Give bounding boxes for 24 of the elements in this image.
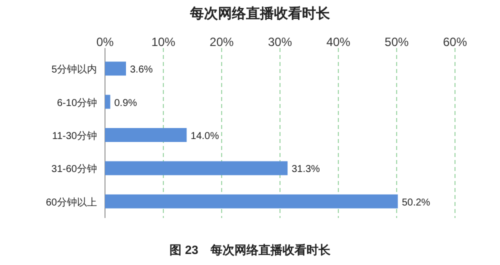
x-tick-label: 50%	[384, 35, 409, 49]
bar	[105, 94, 110, 109]
data-label: 50.2%	[402, 197, 430, 208]
x-tick-label: 10%	[151, 35, 176, 49]
x-tick-label: 0%	[96, 35, 114, 49]
bar	[105, 128, 187, 142]
chart-title: 每次网络直播收看时长	[189, 5, 331, 21]
data-label: 3.6%	[130, 64, 153, 76]
y-tick-label: 11-30分钟	[52, 130, 97, 142]
x-tick-label: 20%	[210, 35, 234, 49]
y-tick-label: 31-60分钟	[51, 163, 97, 176]
y-tick-label: 6-10分钟	[56, 96, 97, 109]
bar	[105, 194, 398, 208]
x-tick-label: 30%	[268, 35, 292, 49]
bar	[105, 62, 126, 76]
x-tick-label: 40%	[326, 35, 351, 49]
x-tick-label: 60%	[442, 35, 468, 49]
data-label: 14.0%	[190, 131, 220, 142]
bar	[105, 161, 288, 176]
data-label: 31.3%	[292, 164, 320, 176]
y-tick-label: 5分钟以内	[51, 64, 97, 76]
y-tick-label: 60分钟以上	[46, 196, 97, 208]
data-label: 0.9%	[114, 98, 138, 109]
caption: 图 23 每次网络直播收看时长	[170, 243, 332, 257]
